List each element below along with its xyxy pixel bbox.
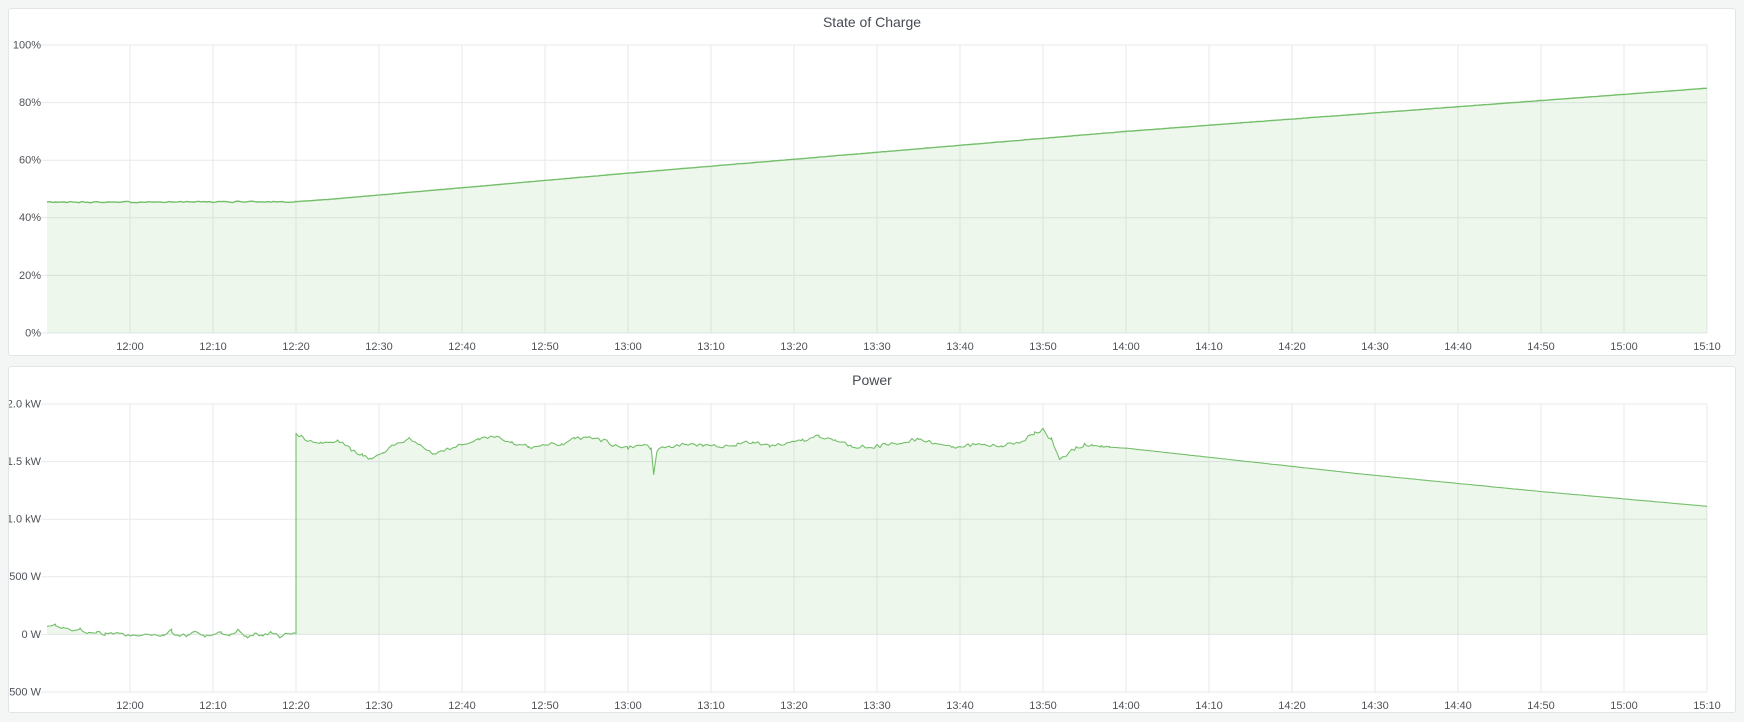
svg-text:14:50: 14:50 <box>1527 700 1555 712</box>
x-axis-tick-labels: 12:00 12:10 12:20 12:30 12:40 12:50 13:00 13:10… <box>116 341 1721 353</box>
svg-text:13:00: 13:00 <box>614 700 642 712</box>
svg-text:12:20: 12:20 <box>282 700 310 712</box>
svg-text:12:40: 12:40 <box>448 341 476 353</box>
svg-text:13:50: 13:50 <box>1029 700 1057 712</box>
svg-text:1.5 kW: 1.5 kW <box>9 456 42 468</box>
svg-text:0%: 0% <box>25 327 41 339</box>
state-of-charge-chart-area: 0% 20% 40% 60% 80% 100% 12:00 12:10 12:20 12:30 12… <box>9 9 1735 355</box>
series-line <box>46 427 1708 639</box>
y-axis-tick-labels: -500 W 0 W 500 W 1.0 kW 1.5 kW 2.0 kW <box>9 398 42 698</box>
state-of-charge-chart-canvas[interactable]: 0%20%40%60%80%100%12:00 12:10 12:20 12:30 12… <box>9 9 1735 355</box>
svg-text:-500 W: -500 W <box>9 686 42 698</box>
gridlines <box>41 403 1708 693</box>
svg-text:15:00: 15:00 <box>1610 700 1638 712</box>
svg-text:14:40: 14:40 <box>1444 341 1472 353</box>
svg-text:14:10: 14:10 <box>1195 700 1223 712</box>
svg-text:0 W: 0 W <box>21 629 41 641</box>
gridlines <box>41 44 1708 334</box>
panel-title-power[interactable]: Power <box>852 372 892 388</box>
svg-text:12:20: 12:20 <box>282 341 310 353</box>
svg-text:14:00: 14:00 <box>1112 700 1140 712</box>
svg-text:12:50: 12:50 <box>531 700 559 712</box>
svg-text:2.0 kW: 2.0 kW <box>9 398 42 410</box>
x-axis-tick-labels: 12:00 12:10 12:20 12:30 12:40 12:50 13:00 13:10… <box>116 700 1721 712</box>
svg-text:12:10: 12:10 <box>199 341 227 353</box>
svg-text:13:20: 13:20 <box>780 341 808 353</box>
svg-text:13:30: 13:30 <box>863 341 891 353</box>
svg-text:13:10: 13:10 <box>697 341 725 353</box>
svg-text:13:40: 13:40 <box>946 700 974 712</box>
svg-text:12:30: 12:30 <box>365 341 393 353</box>
svg-text:100%: 100% <box>13 39 41 51</box>
svg-text:13:10: 13:10 <box>697 700 725 712</box>
svg-text:14:50: 14:50 <box>1527 341 1555 353</box>
svg-text:13:30: 13:30 <box>863 700 891 712</box>
svg-text:14:00: 14:00 <box>1112 341 1140 353</box>
series-area-fill <box>47 428 1707 638</box>
svg-text:14:30: 14:30 <box>1361 341 1389 353</box>
series-area-fill <box>47 88 1707 333</box>
panel-power: Power -500 W 0 W 500 W 1.0 kW 1.5 kW 2.0 kW 12… <box>8 366 1736 713</box>
svg-text:13:40: 13:40 <box>946 341 974 353</box>
svg-text:15:10: 15:10 <box>1693 700 1721 712</box>
series-line <box>46 87 1707 204</box>
svg-text:14:40: 14:40 <box>1444 700 1472 712</box>
svg-text:15:10: 15:10 <box>1693 341 1721 353</box>
svg-text:80%: 80% <box>19 97 41 109</box>
svg-text:12:40: 12:40 <box>448 700 476 712</box>
svg-text:13:50: 13:50 <box>1029 341 1057 353</box>
svg-text:500 W: 500 W <box>9 571 41 583</box>
svg-text:20%: 20% <box>19 270 41 282</box>
svg-text:12:00: 12:00 <box>116 341 144 353</box>
svg-text:1.0 kW: 1.0 kW <box>9 514 42 526</box>
svg-text:14:20: 14:20 <box>1278 341 1306 353</box>
svg-text:13:00: 13:00 <box>614 341 642 353</box>
panel-title-state-of-charge[interactable]: State of Charge <box>822 14 922 30</box>
svg-text:12:30: 12:30 <box>365 700 393 712</box>
svg-text:14:10: 14:10 <box>1195 341 1223 353</box>
svg-text:12:00: 12:00 <box>116 700 144 712</box>
panel-state-of-charge: State of Charge 0% 20% 40% 60% 80% 100% 12:00 1… <box>8 8 1736 356</box>
svg-text:14:30: 14:30 <box>1361 700 1389 712</box>
y-axis-tick-labels: 0% 20% 40% 60% 80% 100% <box>13 39 41 339</box>
svg-text:14:20: 14:20 <box>1278 700 1306 712</box>
svg-text:60%: 60% <box>19 155 41 167</box>
svg-text:12:50: 12:50 <box>531 341 559 353</box>
svg-text:15:00: 15:00 <box>1610 341 1638 353</box>
svg-text:12:10: 12:10 <box>199 700 227 712</box>
svg-text:13:20: 13:20 <box>780 700 808 712</box>
svg-text:40%: 40% <box>19 212 41 224</box>
